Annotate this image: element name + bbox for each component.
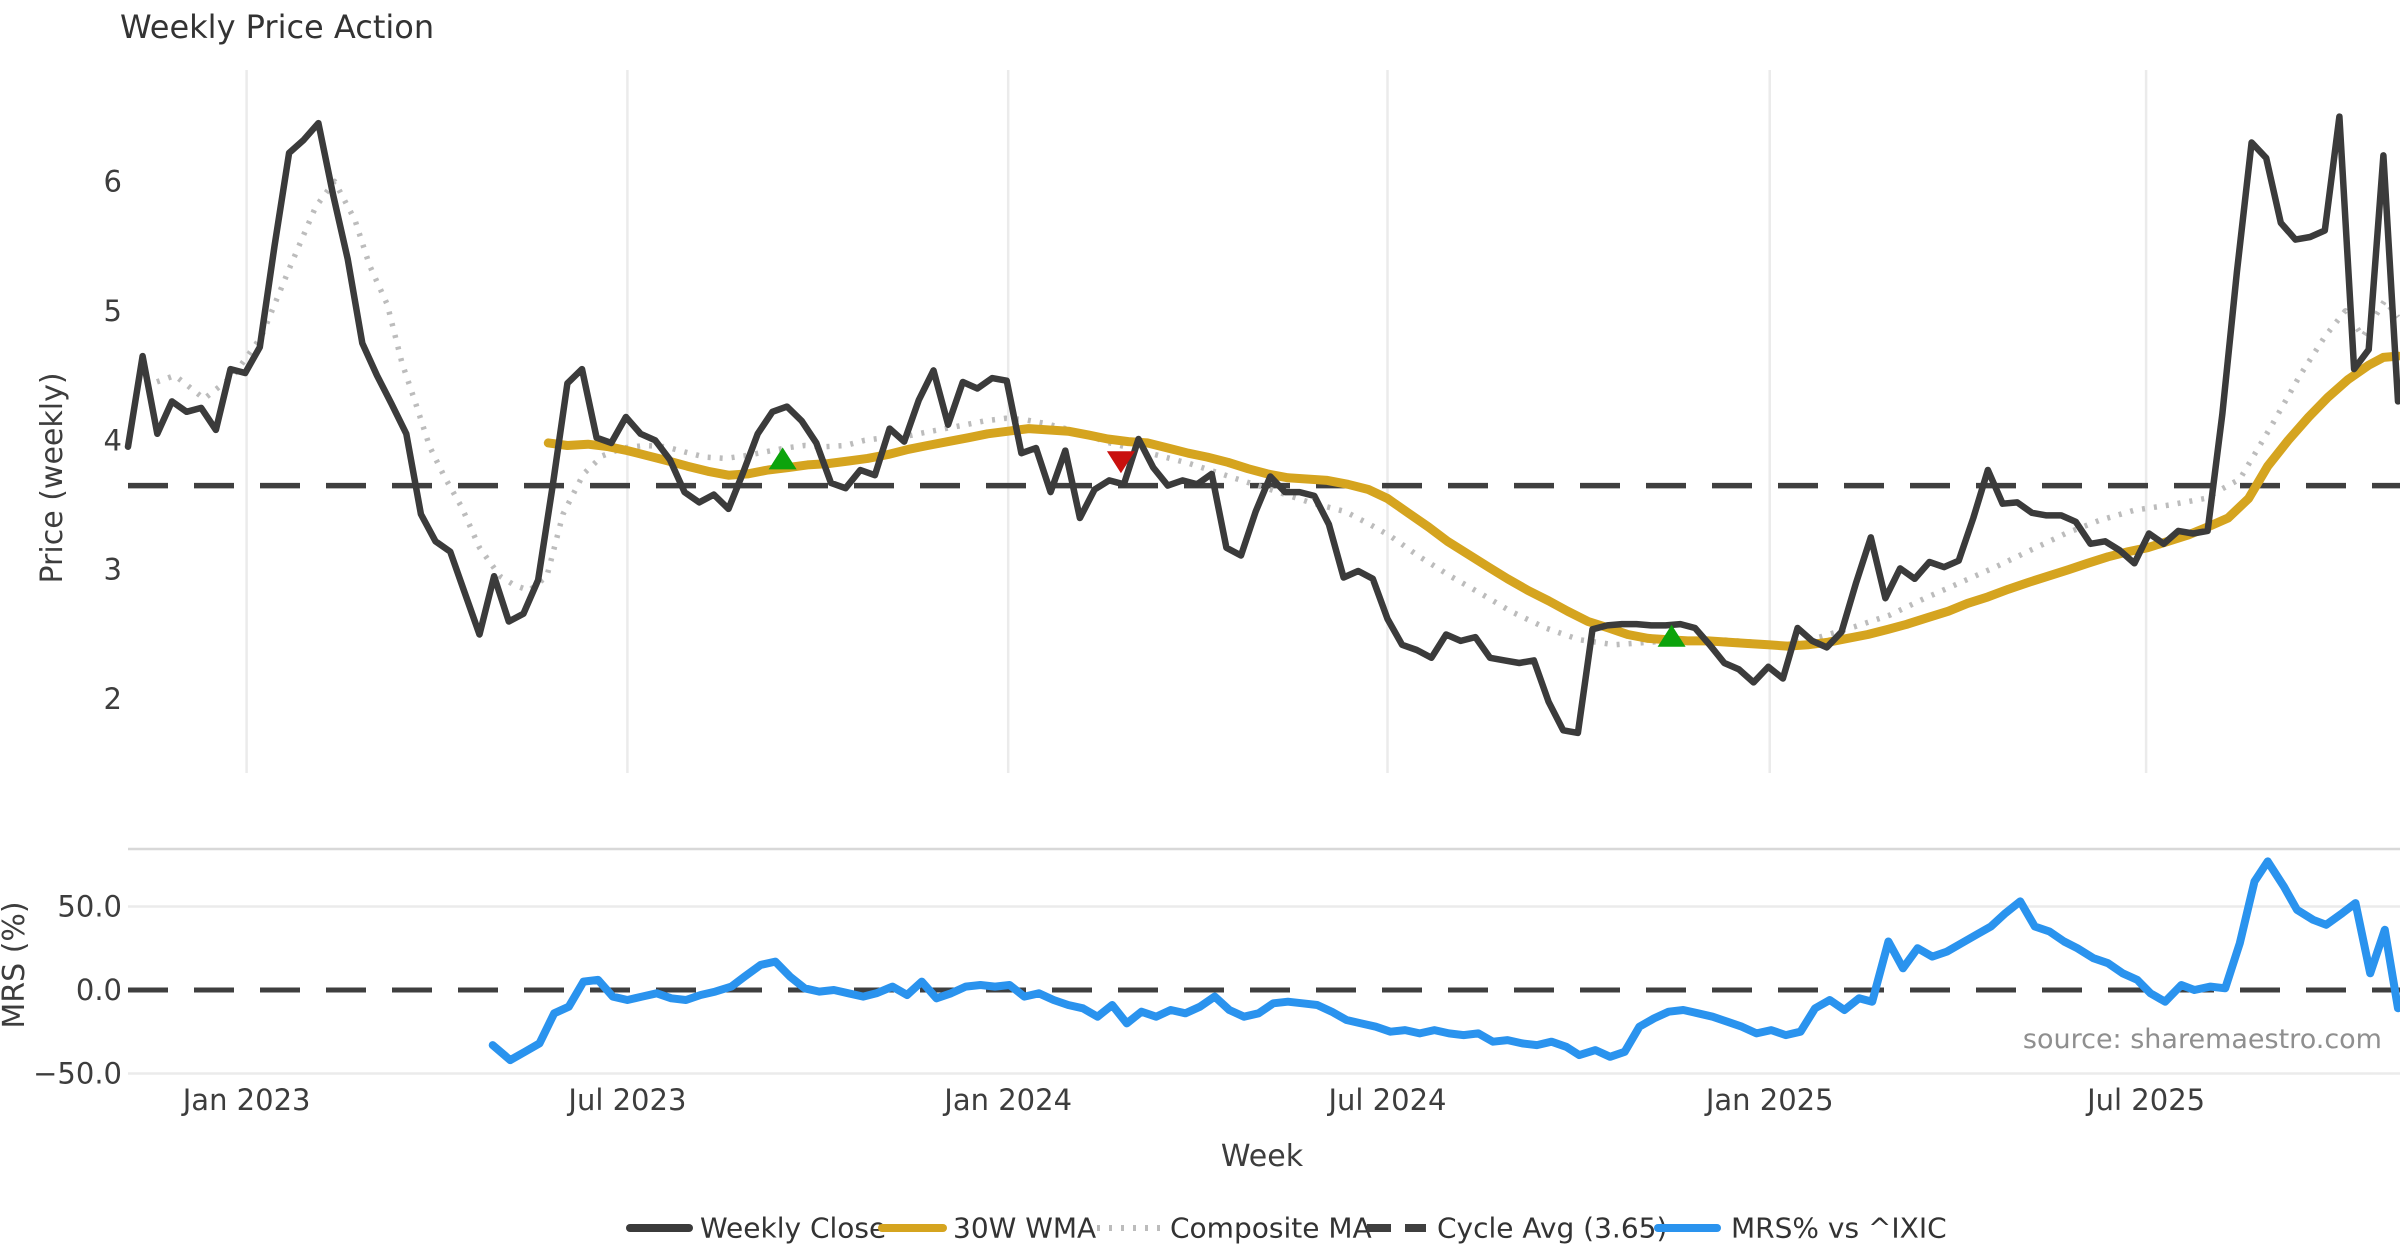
main-panel-gridlines xyxy=(245,70,2148,773)
x-axis-label: Week xyxy=(1221,1139,1304,1174)
legend-label: Weekly Close xyxy=(700,1212,886,1245)
buy-signal-marker xyxy=(1657,624,1686,647)
x-tick-label: Jan 2024 xyxy=(942,1083,1072,1117)
legend-label: 30W WMA xyxy=(953,1212,1096,1245)
y-axis-label-price: Price (weekly) xyxy=(35,372,70,583)
reference-lines xyxy=(128,482,2400,993)
chart-title: Weekly Price Action xyxy=(120,8,434,46)
legend-label: Composite MA xyxy=(1170,1212,1372,1245)
mrs-line xyxy=(488,857,2400,1065)
legend-label: MRS% vs ^IXIC xyxy=(1731,1212,1947,1245)
weekly-close-line xyxy=(124,113,2400,737)
x-tick-label: Jul 2024 xyxy=(1326,1083,1446,1117)
axis-tick-labels: Jan 2023 Jul 2023 Jan 2024 Jul 2024 Jan 2025… xyxy=(33,164,2205,1117)
price-y-tick-label: 3 xyxy=(104,553,122,587)
wma-30w-line xyxy=(543,351,2400,651)
price-y-tick-label: 5 xyxy=(104,294,122,328)
source-note: source: sharemaestro.com xyxy=(2023,1024,2382,1055)
buy-signal-marker xyxy=(768,447,797,470)
x-tick-label: Jan 2023 xyxy=(181,1083,311,1117)
x-tick-label: Jan 2025 xyxy=(1704,1083,1834,1117)
mrs-y-tick-label: −50.0 xyxy=(33,1056,122,1090)
mrs-y-tick-label: 0.0 xyxy=(76,973,122,1007)
price-y-tick-label: 2 xyxy=(104,682,122,716)
chart-legend: Weekly Close 30W WMA Composite MA Cycle Avg… xyxy=(626,1212,1947,1245)
price-y-tick-label: 4 xyxy=(104,423,122,457)
x-tick-label: Jul 2023 xyxy=(566,1083,686,1117)
price-y-tick-label: 6 xyxy=(104,164,122,198)
legend-label: Cycle Avg (3.65) xyxy=(1437,1212,1667,1245)
sell-signal-marker xyxy=(1106,451,1135,474)
x-tick-label: Jul 2025 xyxy=(2085,1083,2205,1117)
mrs-y-tick-label: 50.0 xyxy=(57,889,122,923)
y-axis-label-mrs: MRS (%) xyxy=(0,901,32,1028)
chart-series xyxy=(124,113,2400,1065)
signal-markers xyxy=(768,447,1686,647)
